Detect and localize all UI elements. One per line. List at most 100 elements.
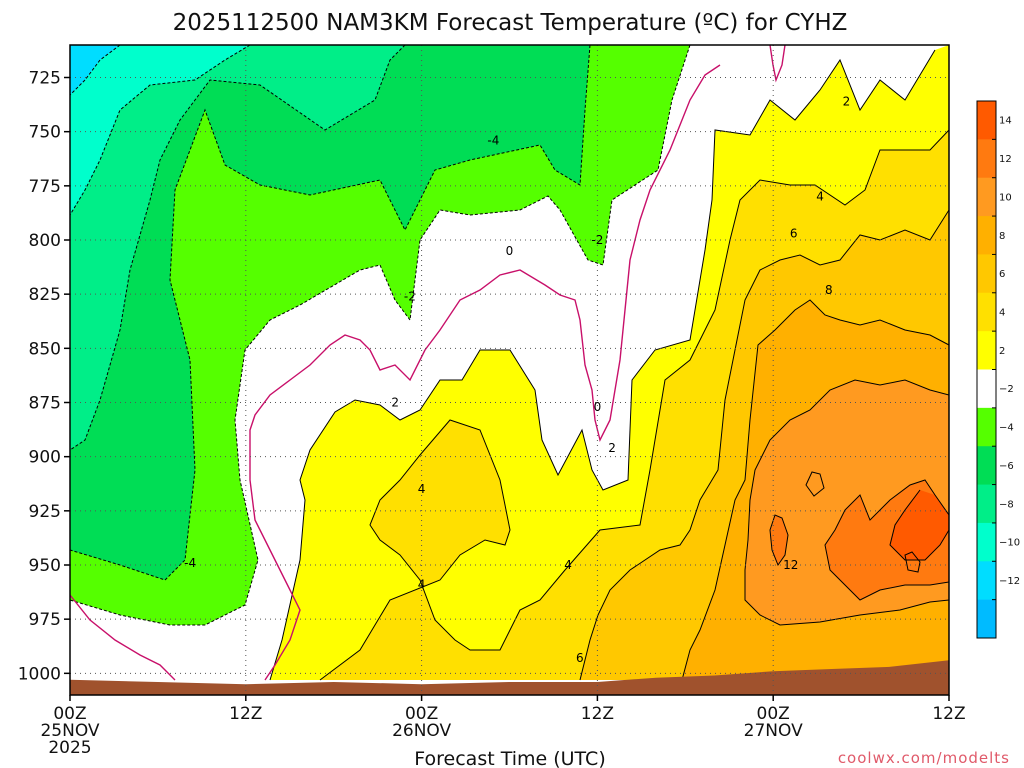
plot-border <box>69 44 950 696</box>
colorbar-swatch <box>977 139 996 179</box>
colorbar-label: −2 <box>999 384 1014 395</box>
contour-lines <box>269 49 949 681</box>
colorbar-label: 12 <box>999 154 1012 165</box>
chart-title: 2025112500 NAM3KM Forecast Temperature (… <box>173 10 848 36</box>
colorbar-swatch <box>977 561 996 601</box>
colorbar-swatch <box>977 484 996 524</box>
credit-text: coolwx.com/modelts <box>838 749 1010 767</box>
contour-label: 4 <box>816 190 824 204</box>
zero-line-lower-left <box>70 594 176 681</box>
y-tick-label: 925 <box>29 502 61 522</box>
contour-line-6 <box>579 209 949 681</box>
contour-label: 12 <box>783 558 798 572</box>
contour-label: 0 <box>506 244 514 258</box>
colorbar-label: 8 <box>999 231 1005 242</box>
x-tick-label: 25NOV <box>40 721 99 741</box>
y-tick-label: 750 <box>29 123 61 143</box>
colorbar-label: 4 <box>999 307 1005 318</box>
y-tick-label: 900 <box>29 448 61 468</box>
contour-label: 4 <box>564 558 572 572</box>
contour-label: 6 <box>576 651 584 665</box>
y-tick-label: 875 <box>29 394 61 414</box>
colorbar-label: 6 <box>999 269 1005 280</box>
contour-line-10 <box>744 379 949 626</box>
colorbar-swatch <box>977 407 996 447</box>
y-tick-label: 800 <box>29 231 61 251</box>
contour-labels: 2 4 6 8 12 -4 -2 0 -2 2 0 2 4 4 4 6 -4 <box>184 94 850 665</box>
contour-line-minus-8 <box>70 45 251 216</box>
contour-line-minus-10 <box>70 45 121 96</box>
colorbar-label: −4 <box>999 423 1014 434</box>
x-tick-label: 27NOV <box>744 721 803 741</box>
contour-label: -2 <box>591 233 603 247</box>
colorbar-label: −6 <box>999 461 1014 472</box>
ground-fill <box>70 660 949 695</box>
colorbar-swatch <box>977 292 996 332</box>
contour-line-12-small <box>769 514 789 567</box>
contour-label: 4 <box>418 482 426 496</box>
grid-lines <box>70 45 949 695</box>
x-axis-label: Forecast Time (UTC) <box>414 748 605 768</box>
temperature-fill-layer <box>70 45 949 695</box>
colorbar-label: −8 <box>999 499 1014 510</box>
contour-label: 2 <box>843 94 851 108</box>
region-fill-minus-10 <box>70 45 250 215</box>
x-tick-label: 26NOV <box>392 721 451 741</box>
colorbar-label: 14 <box>999 116 1012 127</box>
y-tick-label: 825 <box>29 285 61 305</box>
colorbar-swatch <box>977 216 996 255</box>
y-tick-label: 1000 <box>18 664 61 684</box>
colorbar-swatch <box>977 177 996 217</box>
contour-lines-dashed <box>70 45 691 626</box>
contour-line-minus-6 <box>70 45 406 451</box>
contour-line-12 <box>824 479 949 601</box>
x-tick-label: 12Z <box>932 704 965 724</box>
colorbar-swatch <box>977 369 996 409</box>
contour-line-minus-4 <box>70 45 591 581</box>
y-tick-label: 850 <box>29 339 61 359</box>
colorbar-swatch <box>977 101 996 140</box>
colorbar-swatch <box>977 254 996 294</box>
colorbar-swatch <box>977 599 996 639</box>
y-axis: 725 750 775 800 825 850 875 900 925 950 975 1000 <box>18 69 70 684</box>
contour-label: 2 <box>608 441 616 455</box>
contour-label: 0 <box>594 400 602 414</box>
colorbar-label: 10 <box>999 192 1012 203</box>
zero-line-top <box>769 45 786 83</box>
contour-label: 2 <box>391 396 399 410</box>
region-fill-14 <box>890 490 949 560</box>
contour-label: 6 <box>790 227 798 241</box>
region-fill-minus-12 <box>70 45 120 95</box>
contour-label: -4 <box>487 133 499 147</box>
y-tick-label: 950 <box>29 556 61 576</box>
region-fill-minus-4 <box>70 45 690 625</box>
contour-line-12-loop <box>805 471 825 497</box>
contour-line-8 <box>681 299 949 681</box>
colorbar-swatch <box>977 522 996 562</box>
zero-line-main <box>249 64 721 681</box>
contour-line-14 <box>889 489 949 561</box>
contour-line-14-loop <box>904 551 921 573</box>
colorbar-swatch <box>977 446 996 486</box>
y-tick-label: 975 <box>29 610 61 630</box>
colorbar-label: 2 <box>999 346 1005 357</box>
contour-label: 8 <box>825 283 833 297</box>
contour-line-4 <box>319 129 949 681</box>
colorbar-swatch <box>977 331 996 370</box>
contour-line-2 <box>269 49 936 681</box>
contour-line-minus-2 <box>70 45 691 626</box>
colorbar-label: −12 <box>999 576 1020 587</box>
x-tick-label: 12Z <box>229 704 262 724</box>
region-fill-12-small <box>770 515 788 565</box>
zero-degree-lines <box>70 45 786 681</box>
colorbar: 14 12 10 8 6 4 2 −2 −4 −6 −8 −10 −12 <box>976 100 1020 639</box>
x-tick-label: 12Z <box>581 704 614 724</box>
contour-label: 4 <box>418 578 426 592</box>
region-fill-minus-8 <box>70 45 405 450</box>
y-tick-label: 725 <box>29 69 61 89</box>
contour-label: -2 <box>404 289 416 303</box>
x-tick-label: 00Z <box>53 704 86 724</box>
x-tick-label: 00Z <box>405 704 438 724</box>
